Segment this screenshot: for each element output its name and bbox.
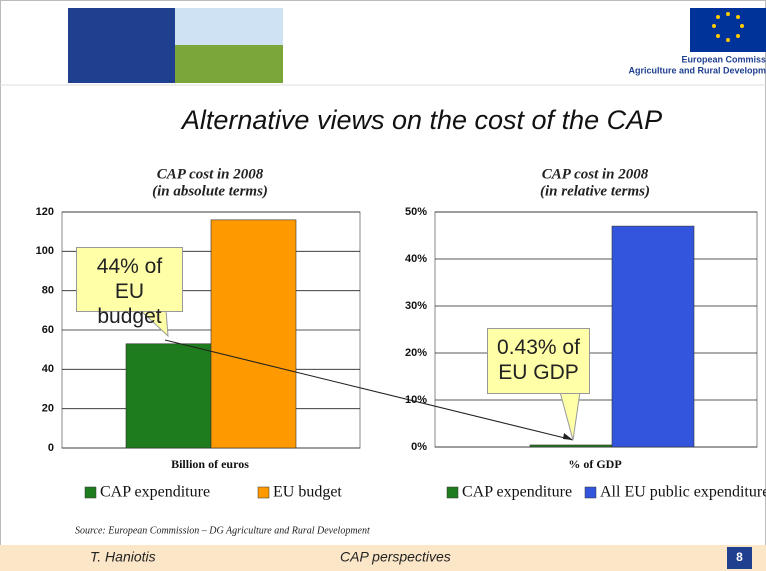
y-tick-label: 20 <box>42 403 54 415</box>
arrowhead <box>563 433 573 440</box>
slide-title: Alternative views on the cost of the CAP <box>180 105 662 135</box>
bar <box>611 225 695 448</box>
chart-title: CAP cost in 2008 <box>157 166 264 182</box>
y-tick-label: 10% <box>405 394 427 406</box>
y-tick-label: 100 <box>36 245 54 257</box>
legend-swatch <box>257 486 270 499</box>
y-tick-label: 60 <box>42 324 54 336</box>
bar <box>210 219 297 449</box>
connector-arrow <box>164 339 574 441</box>
footer-band <box>0 545 766 571</box>
legend-swatch <box>84 486 97 499</box>
chart-subtitle: (in relative terms) <box>540 183 650 199</box>
y-tick-label: 20% <box>405 347 427 359</box>
bar <box>529 444 613 448</box>
footer-subject: CAP perspectives <box>340 549 451 565</box>
chart-subtitle: (in absolute terms) <box>152 183 268 199</box>
header-sky <box>175 8 283 45</box>
plot-area <box>434 211 758 448</box>
legend-label: All EU public expenditure <box>600 484 766 501</box>
y-tick-label: 80 <box>42 285 54 297</box>
legend-swatch <box>584 486 597 499</box>
chart-title: CAP cost in 2008 <box>542 166 649 182</box>
header-field <box>175 45 283 83</box>
y-tick-label: 40 <box>42 363 54 375</box>
header-block <box>68 8 175 83</box>
footer-author: T. Haniotis <box>90 549 156 565</box>
legend-label: CAP expenditure <box>100 484 210 501</box>
legend-label: CAP expenditure <box>462 484 572 501</box>
y-tick-label: 0% <box>411 441 427 453</box>
callout: 0.43% of EU GDP <box>487 328 590 394</box>
y-tick-label: 50% <box>405 206 427 218</box>
page-number: 8 <box>736 550 743 564</box>
source-note: Source: European Commission – DG Agricul… <box>75 525 370 536</box>
page-box <box>727 547 752 569</box>
bar <box>125 343 212 449</box>
y-tick-label: 40% <box>405 253 427 265</box>
header-unit: Agriculture and Rural Developm <box>628 65 766 75</box>
legend-swatch <box>446 486 459 499</box>
y-tick-label: 0 <box>48 442 54 454</box>
eu-stars <box>712 12 744 42</box>
y-tick-label: 120 <box>36 206 54 218</box>
x-axis-label: % of GDP <box>568 457 621 471</box>
x-axis-label: Billion of euros <box>171 457 249 471</box>
y-tick-label: 30% <box>405 300 427 312</box>
legend-label: EU budget <box>273 484 342 501</box>
header-org: European Commiss <box>681 54 766 64</box>
callout: 44% of EU budget <box>76 247 183 328</box>
